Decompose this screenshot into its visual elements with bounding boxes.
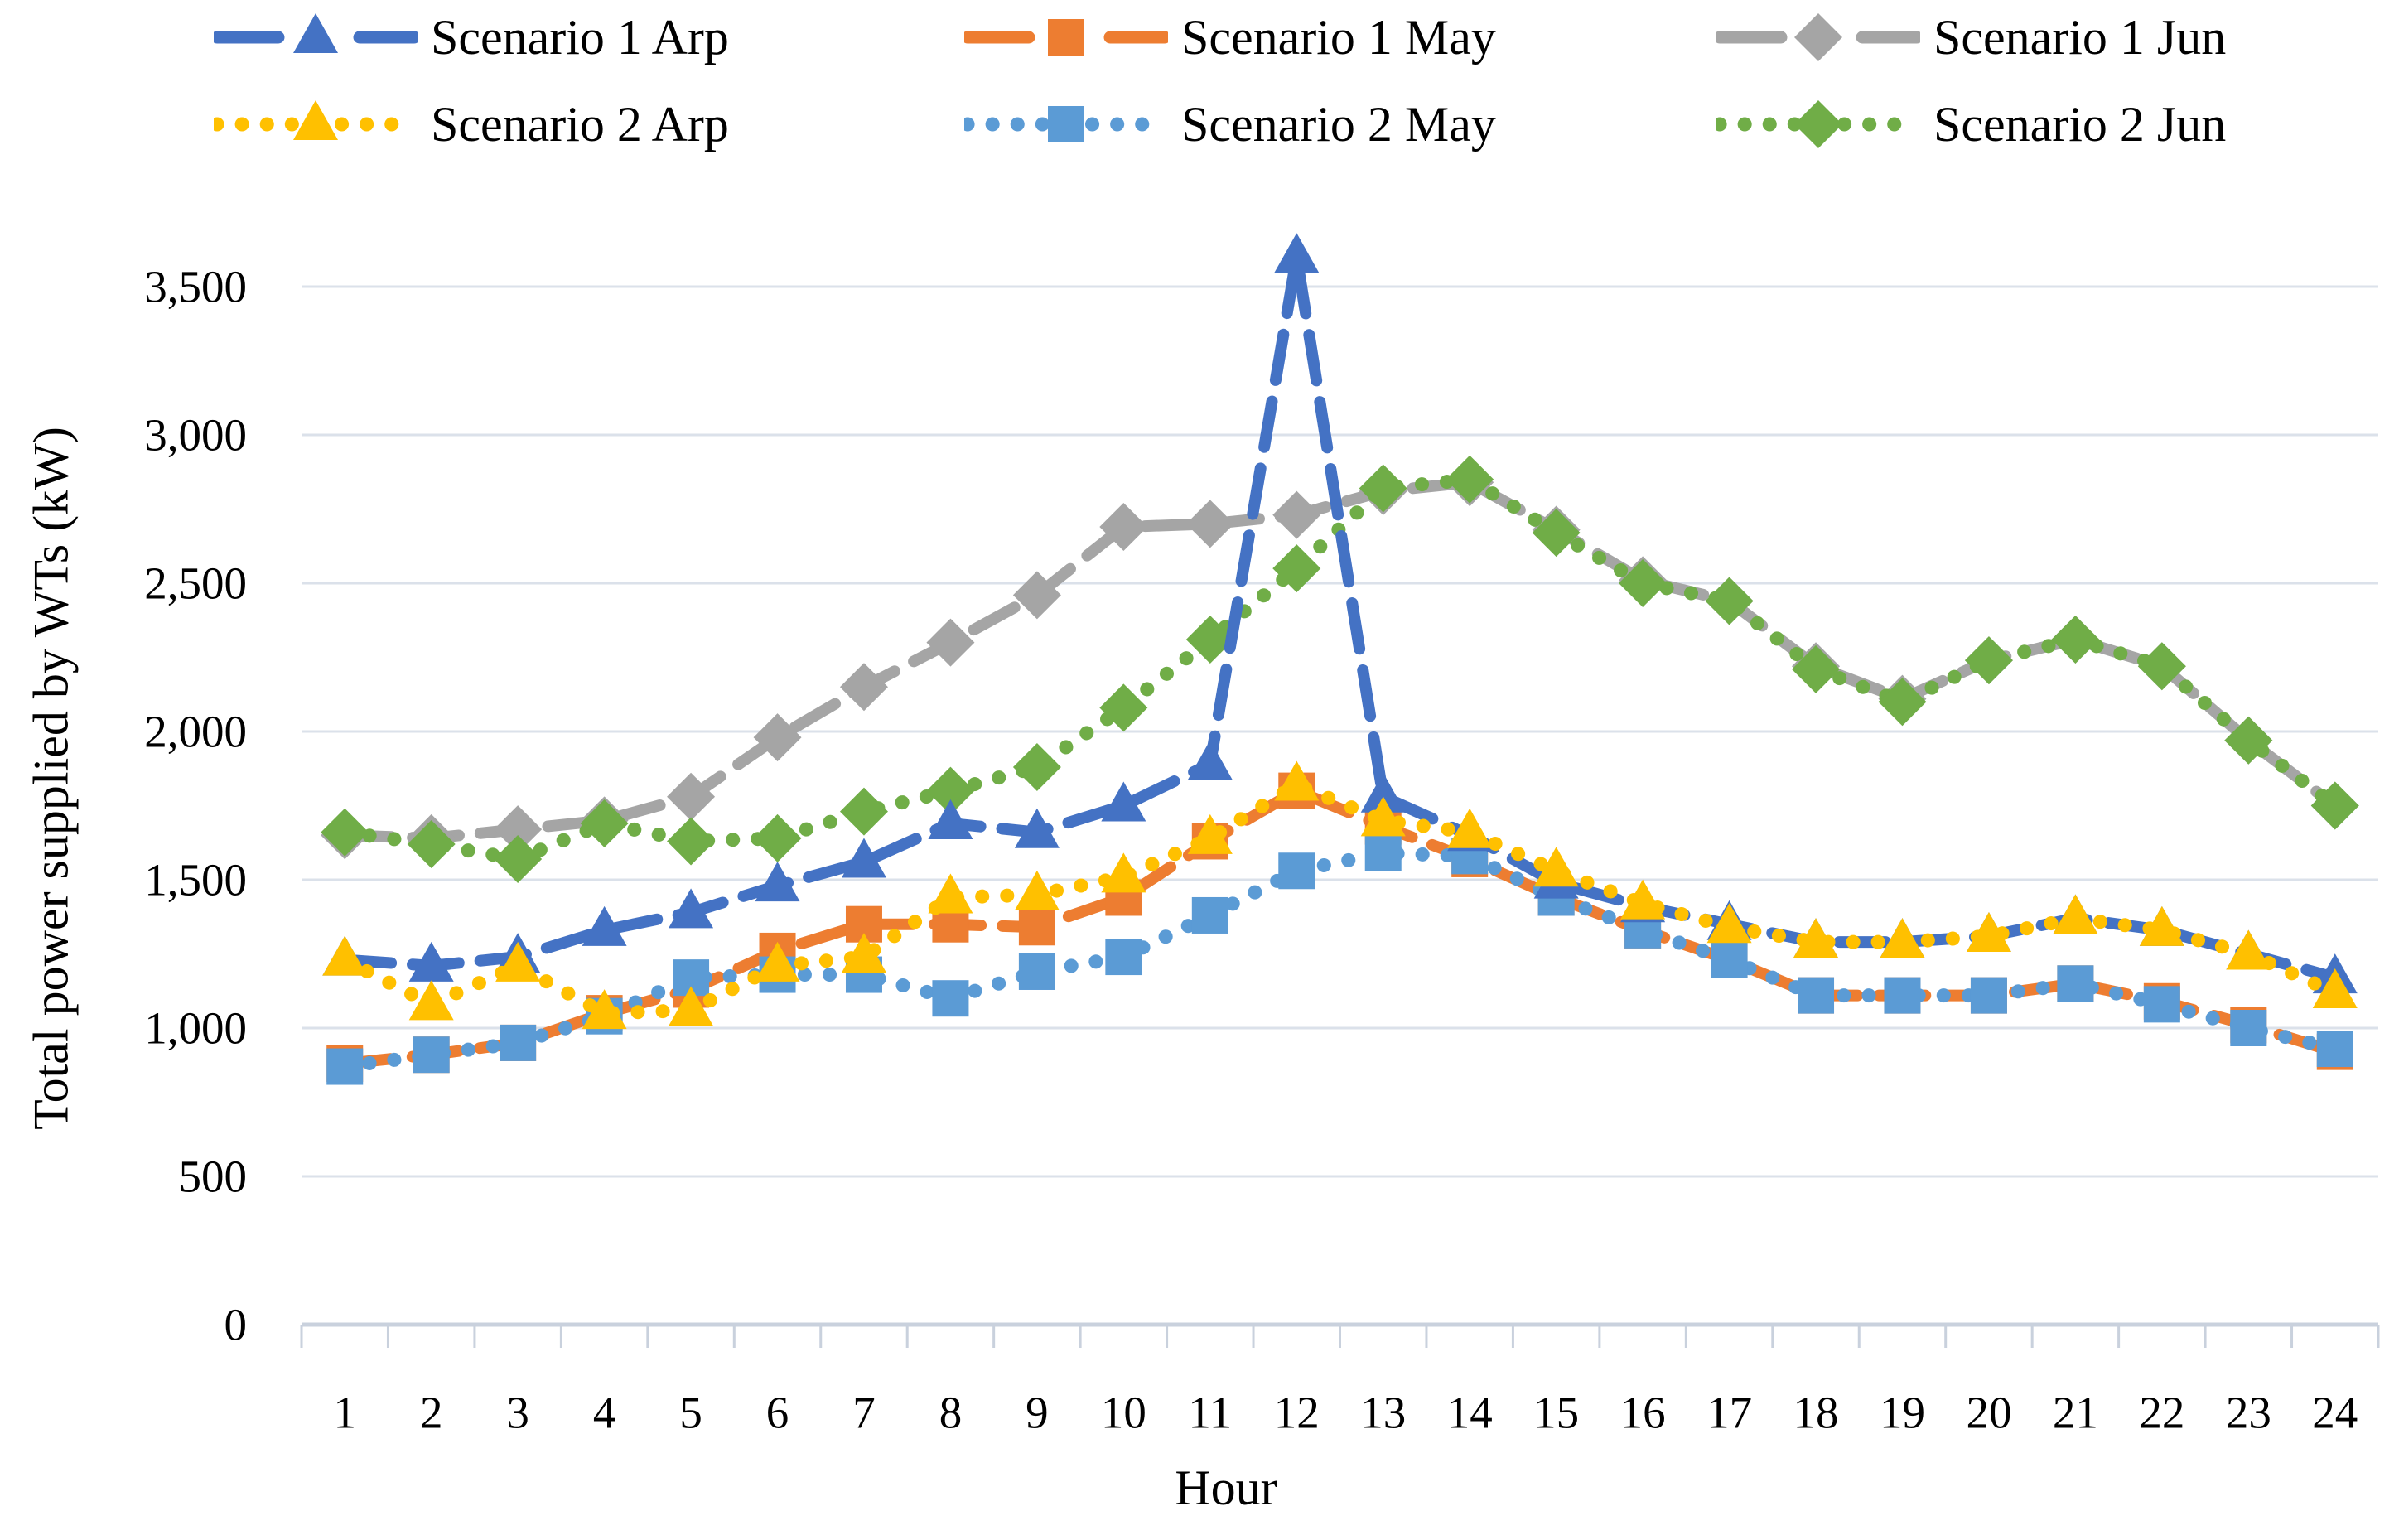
svg-text:16: 16 bbox=[1620, 1388, 1666, 1438]
svg-text:17: 17 bbox=[1706, 1388, 1752, 1438]
legend-label: Scenario 1 May bbox=[1181, 9, 1496, 65]
svg-text:500: 500 bbox=[179, 1151, 248, 1202]
legend-item-scenario-1-jun: Scenario 1 Jun bbox=[1716, 10, 2226, 65]
svg-text:12: 12 bbox=[1274, 1388, 1320, 1438]
gridlines bbox=[302, 285, 2378, 1178]
series-scenario-2-may bbox=[326, 834, 2353, 1085]
legend-item-scenario-2-arp: Scenario 2 Arp bbox=[214, 97, 729, 152]
legend-marker-square-icon bbox=[964, 106, 1168, 142]
svg-text:22: 22 bbox=[2139, 1388, 2184, 1438]
svg-text:1,500: 1,500 bbox=[144, 855, 247, 905]
series-scenario-2-jun-markers bbox=[321, 455, 2359, 883]
svg-text:13: 13 bbox=[1360, 1388, 1406, 1438]
svg-text:21: 21 bbox=[2053, 1388, 2098, 1438]
svg-text:20: 20 bbox=[1966, 1388, 2011, 1438]
legend-label: Scenario 2 May bbox=[1181, 96, 1496, 152]
legend-item-scenario-2-may: Scenario 2 May bbox=[964, 97, 1496, 152]
svg-text:1,000: 1,000 bbox=[144, 1003, 247, 1054]
svg-text:18: 18 bbox=[1793, 1388, 1839, 1438]
svg-text:0: 0 bbox=[224, 1300, 248, 1350]
svg-text:4: 4 bbox=[593, 1388, 616, 1438]
legend-label: Scenario 2 Arp bbox=[431, 96, 729, 152]
svg-text:5: 5 bbox=[679, 1388, 702, 1438]
legend-marker-square-icon bbox=[964, 19, 1168, 56]
svg-text:2,000: 2,000 bbox=[144, 707, 247, 757]
svg-text:11: 11 bbox=[1188, 1388, 1232, 1438]
series-scenario-2-arp-markers bbox=[322, 760, 2358, 1030]
svg-text:14: 14 bbox=[1447, 1388, 1493, 1438]
legend-item-scenario-1-may: Scenario 1 May bbox=[964, 10, 1496, 65]
svg-text:10: 10 bbox=[1101, 1388, 1146, 1438]
legend-marker-triangle-icon bbox=[214, 100, 418, 140]
legend-label: Scenario 1 Jun bbox=[1933, 9, 2227, 65]
svg-text:6: 6 bbox=[766, 1388, 789, 1438]
svg-text:3: 3 bbox=[506, 1388, 529, 1438]
svg-text:23: 23 bbox=[2226, 1388, 2271, 1438]
x-axis bbox=[300, 1322, 2380, 1348]
legend-marker-diamond-icon bbox=[1716, 13, 1920, 61]
y-tick-labels: 0 500 1,000 1,500 2,000 2,500 3,000 3,500 bbox=[144, 262, 247, 1350]
svg-text:1: 1 bbox=[333, 1388, 356, 1438]
svg-text:9: 9 bbox=[1026, 1388, 1049, 1438]
svg-text:2,500: 2,500 bbox=[144, 558, 247, 609]
svg-text:3,500: 3,500 bbox=[144, 262, 247, 312]
svg-text:19: 19 bbox=[1880, 1388, 1925, 1438]
legend-label: Scenario 1 Arp bbox=[431, 9, 729, 65]
legend-marker-diamond-icon bbox=[1716, 100, 1920, 148]
series-scenario-2-arp bbox=[322, 760, 2358, 1030]
legend-marker-triangle-icon bbox=[214, 13, 418, 53]
svg-text:24: 24 bbox=[2312, 1388, 2358, 1438]
svg-text:8: 8 bbox=[939, 1388, 963, 1438]
legend-label: Scenario 2 Jun bbox=[1933, 96, 2227, 152]
legend-item-scenario-2-jun: Scenario 2 Jun bbox=[1716, 97, 2226, 152]
svg-text:2: 2 bbox=[420, 1388, 443, 1438]
svg-text:3,000: 3,000 bbox=[144, 410, 247, 461]
legend-item-scenario-1-arp: Scenario 1 Arp bbox=[214, 10, 729, 65]
series-scenario-2-may-markers bbox=[326, 834, 2353, 1085]
series-scenario-2-jun bbox=[321, 455, 2359, 883]
x-axis-title: Hour bbox=[1175, 1460, 1277, 1515]
svg-text:7: 7 bbox=[852, 1388, 876, 1438]
svg-text:15: 15 bbox=[1533, 1388, 1579, 1438]
x-tick-labels: 1 2 3 4 5 6 7 8 9 10 11 12 13 14 15 16 17 18 19 20 21 22 23 24 bbox=[333, 1388, 2358, 1438]
